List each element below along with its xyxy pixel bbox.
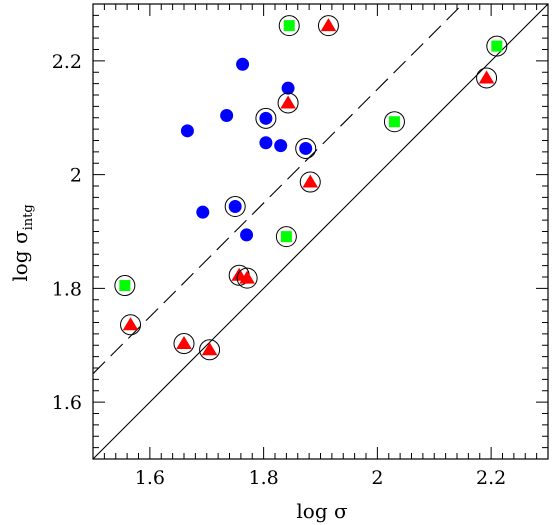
triangle-point (199, 339, 221, 361)
circle-point (196, 205, 210, 219)
circle-point (259, 136, 273, 150)
triangle-marker (176, 336, 192, 350)
y-tick-label: 2.2 (52, 51, 82, 73)
triangle-marker (302, 174, 319, 188)
circle-marker (196, 205, 210, 219)
triangle-point (173, 333, 195, 355)
axis-ticks: 1.6 1.8 2 2.2 1.6 1.8 2 2.2 (52, 3, 549, 489)
dashed-offset-line (93, 4, 464, 375)
circle-point (255, 107, 277, 129)
square-point (383, 111, 405, 133)
triangle-point (299, 171, 321, 193)
circle-marker (228, 199, 242, 213)
y-axis-label: log σintg (8, 204, 36, 281)
circle-marker (180, 124, 194, 138)
circle-marker (240, 228, 254, 242)
y-axis-label-subscript: intg (21, 204, 36, 230)
square-marker (388, 116, 400, 128)
square-marker (283, 20, 295, 32)
triangle-marker (478, 70, 495, 84)
circle-point (236, 57, 250, 71)
square-marker (280, 231, 292, 243)
square-marker (119, 280, 131, 292)
point-ring (278, 15, 300, 37)
circle-marker (220, 108, 234, 122)
y-tick-label: 1.6 (52, 392, 82, 414)
square-marker (491, 40, 503, 52)
point-ring (173, 333, 195, 355)
point-ring (277, 92, 299, 114)
point-ring (236, 267, 258, 289)
x-tick-label: 1.6 (135, 467, 165, 489)
triangle-point (120, 314, 142, 336)
reference-lines (93, 4, 548, 459)
triangle-marker (280, 95, 296, 109)
point-ring (476, 67, 498, 89)
data-points (114, 15, 508, 361)
point-ring (224, 195, 246, 217)
y-tick-label: 2 (70, 165, 82, 187)
triangle-marker (122, 317, 139, 331)
square-point (275, 226, 297, 248)
x-axis-label: log σ (296, 499, 348, 523)
circle-marker (274, 139, 288, 153)
square-point (486, 35, 508, 57)
point-ring (255, 107, 277, 129)
circle-marker (281, 81, 295, 95)
triangle-point (236, 267, 258, 289)
x-tick-label: 1.8 (249, 467, 279, 489)
circle-point (220, 108, 234, 122)
point-ring (120, 314, 142, 336)
triangle-point (277, 92, 299, 114)
point-ring (383, 111, 405, 133)
triangle-marker (320, 18, 337, 32)
triangle-marker (201, 342, 218, 356)
circle-point (281, 81, 295, 95)
circle-point (180, 124, 194, 138)
circle-marker (236, 57, 250, 71)
circle-marker (299, 141, 313, 155)
circle-point (224, 195, 246, 217)
point-ring (114, 275, 136, 297)
point-ring (295, 137, 317, 159)
circle-marker (259, 136, 273, 150)
circle-marker (259, 111, 273, 125)
triangle-marker (239, 270, 255, 284)
triangle-point (476, 67, 498, 89)
circle-point (274, 139, 288, 153)
y-axis-label-main: log σ (8, 230, 32, 282)
x-tick-label: 2 (371, 467, 383, 489)
circle-point (240, 228, 254, 242)
triangle-point (317, 15, 339, 37)
square-point (278, 15, 300, 37)
point-ring (486, 35, 508, 57)
point-ring (317, 15, 339, 37)
y-tick-label: 1.8 (52, 278, 82, 300)
square-point (114, 275, 136, 297)
point-ring (275, 226, 297, 248)
x-tick-label: 2.2 (476, 467, 506, 489)
one-to-one-line (93, 4, 548, 459)
circle-point (295, 137, 317, 159)
point-ring (299, 171, 321, 193)
point-ring (199, 339, 221, 361)
